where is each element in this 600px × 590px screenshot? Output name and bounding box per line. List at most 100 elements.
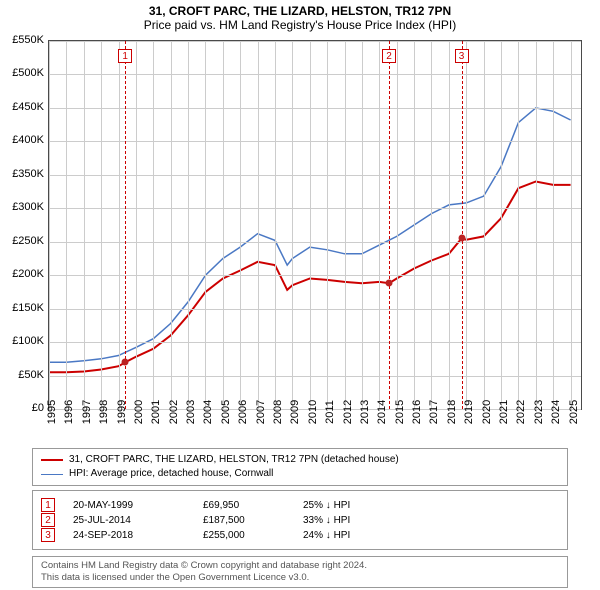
legend-item-hpi: HPI: Average price, detached house, Corn… xyxy=(41,467,559,481)
gridline-v xyxy=(484,41,485,409)
gridline-v xyxy=(153,41,154,409)
xtick-label: 2013 xyxy=(359,400,371,424)
xtick-label: 2000 xyxy=(133,400,145,424)
transactions-table: 1 20-MAY-1999£69,95025% ↓ HPI 2 25-JUL-2014… xyxy=(32,490,568,550)
gridline-v xyxy=(571,41,572,409)
transaction-row: 3 24-SEP-2018£255,00024% ↓ HPI xyxy=(41,528,559,542)
transaction-date: 20-MAY-1999 xyxy=(73,500,203,511)
gridline-v xyxy=(466,41,467,409)
gridline-v xyxy=(431,41,432,409)
gridline-v xyxy=(258,41,259,409)
xtick-label: 2019 xyxy=(463,400,475,424)
legend-item-property: 31, CROFT PARC, THE LIZARD, HELSTON, TR1… xyxy=(41,453,559,467)
ytick-label: £400K xyxy=(4,134,44,146)
xtick-label: 1996 xyxy=(63,400,75,424)
xtick-label: 2021 xyxy=(498,400,510,424)
xtick-label: 2025 xyxy=(568,400,580,424)
transaction-marker-badge: 3 xyxy=(455,49,469,63)
legend: 31, CROFT PARC, THE LIZARD, HELSTON, TR1… xyxy=(32,448,568,486)
gridline-v xyxy=(379,41,380,409)
xtick-label: 2022 xyxy=(515,400,527,424)
xtick-label: 2009 xyxy=(289,400,301,424)
transaction-marker-badge: 1 xyxy=(118,49,132,63)
xtick-label: 2017 xyxy=(428,400,440,424)
ytick-label: £450K xyxy=(4,101,44,113)
transaction-badge: 3 xyxy=(41,528,55,542)
transaction-point xyxy=(122,359,129,366)
gridline-v xyxy=(414,41,415,409)
gridline-v xyxy=(345,41,346,409)
ytick-label: £150K xyxy=(4,302,44,314)
xtick-label: 2008 xyxy=(272,400,284,424)
xtick-label: 2001 xyxy=(150,400,162,424)
gridline-v xyxy=(240,41,241,409)
transaction-price: £255,000 xyxy=(203,530,303,541)
transaction-marker-badge: 2 xyxy=(382,49,396,63)
legend-swatch-hpi xyxy=(41,474,63,475)
transaction-row: 1 20-MAY-1999£69,95025% ↓ HPI xyxy=(41,498,559,512)
gridline-v xyxy=(205,41,206,409)
gridline-v xyxy=(501,41,502,409)
ytick-label: £100K xyxy=(4,335,44,347)
transaction-date: 25-JUL-2014 xyxy=(73,515,203,526)
footer-line1: Contains HM Land Registry data © Crown c… xyxy=(41,560,559,572)
xtick-label: 1997 xyxy=(81,400,93,424)
transaction-point xyxy=(458,235,465,242)
xtick-label: 2007 xyxy=(255,400,267,424)
xtick-label: 1998 xyxy=(98,400,110,424)
legend-swatch-property xyxy=(41,459,63,461)
gridline-v xyxy=(136,41,137,409)
xtick-label: 2011 xyxy=(324,400,336,424)
transaction-hpi-delta: 25% ↓ HPI xyxy=(303,500,413,511)
transaction-row: 225-JUL-2014£187,50033% ↓ HPI xyxy=(41,513,559,527)
ytick-label: £500K xyxy=(4,67,44,79)
ytick-label: £0 xyxy=(4,402,44,414)
gridline-v xyxy=(327,41,328,409)
page-subtitle: Price paid vs. HM Land Registry's House … xyxy=(0,18,600,36)
xtick-label: 2016 xyxy=(411,400,423,424)
legend-label-hpi: HPI: Average price, detached house, Corn… xyxy=(69,467,273,481)
xtick-label: 2023 xyxy=(533,400,545,424)
gridline-v xyxy=(119,41,120,409)
ytick-label: £550K xyxy=(4,34,44,46)
gridline-v xyxy=(66,41,67,409)
xtick-label: 1999 xyxy=(116,400,128,424)
gridline-v xyxy=(449,41,450,409)
transaction-hpi-delta: 24% ↓ HPI xyxy=(303,530,413,541)
gridline-v xyxy=(553,41,554,409)
xtick-label: 2002 xyxy=(168,400,180,424)
transaction-marker-line xyxy=(389,41,390,409)
xtick-label: 2006 xyxy=(237,400,249,424)
footer: Contains HM Land Registry data © Crown c… xyxy=(32,556,568,588)
xtick-label: 2010 xyxy=(307,400,319,424)
transaction-date: 24-SEP-2018 xyxy=(73,530,203,541)
xtick-label: 2004 xyxy=(202,400,214,424)
xtick-label: 2024 xyxy=(550,400,562,424)
gridline-v xyxy=(49,41,50,409)
gridline-v xyxy=(518,41,519,409)
gridline-v xyxy=(188,41,189,409)
xtick-label: 2014 xyxy=(376,400,388,424)
xtick-label: 1995 xyxy=(46,400,58,424)
ytick-label: £250K xyxy=(4,235,44,247)
legend-label-property: 31, CROFT PARC, THE LIZARD, HELSTON, TR1… xyxy=(69,453,399,467)
gridline-v xyxy=(171,41,172,409)
transaction-badge: 2 xyxy=(41,513,55,527)
gridline-v xyxy=(101,41,102,409)
transaction-badge: 1 xyxy=(41,498,55,512)
gridline-v xyxy=(310,41,311,409)
gridline-v xyxy=(275,41,276,409)
ytick-label: £50K xyxy=(4,369,44,381)
xtick-label: 2015 xyxy=(394,400,406,424)
transaction-price: £69,950 xyxy=(203,500,303,511)
transaction-marker-line xyxy=(125,41,126,409)
ytick-label: £300K xyxy=(4,201,44,213)
xtick-label: 2012 xyxy=(342,400,354,424)
gridline-v xyxy=(362,41,363,409)
gridline-v xyxy=(223,41,224,409)
chart-plot-area: 1 2 3 xyxy=(48,40,582,410)
xtick-label: 2005 xyxy=(220,400,232,424)
transaction-marker-line xyxy=(462,41,463,409)
transaction-point xyxy=(386,280,393,287)
ytick-label: £350K xyxy=(4,168,44,180)
